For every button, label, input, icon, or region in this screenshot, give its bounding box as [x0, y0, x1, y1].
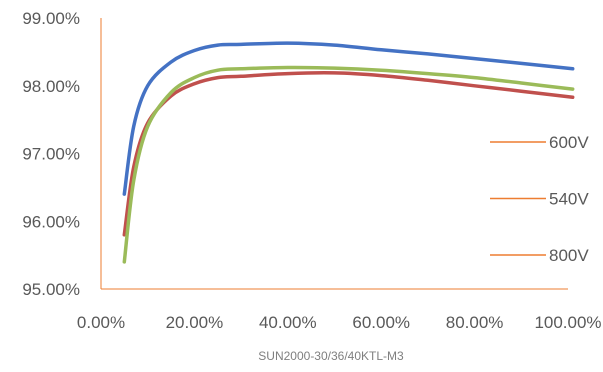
- x-tick-label: 100.00%: [534, 313, 601, 332]
- chart-caption: SUN2000-30/36/40KTL-M3: [258, 349, 404, 363]
- y-tick-label: 99.00%: [22, 9, 80, 28]
- x-tick-label: 0.00%: [77, 313, 125, 332]
- legend-label: 540V: [549, 190, 589, 209]
- x-tick-label: 40.00%: [259, 313, 317, 332]
- series-line-red: [122, 71, 575, 237]
- legend-label: 600V: [549, 133, 589, 152]
- x-axis-ticks: 0.00% 20.00% 40.00% 60.00% 80.00% 100.00%: [77, 313, 602, 332]
- series-layer: [122, 41, 575, 264]
- x-tick-label: 60.00%: [352, 313, 410, 332]
- x-tick-label: 80.00%: [446, 313, 504, 332]
- y-axis-ticks: 95.00% 96.00% 97.00% 98.00% 99.00%: [22, 9, 80, 299]
- series-line-blue: [122, 41, 575, 196]
- legend-label: 800V: [549, 246, 589, 265]
- legend: 600V 540V 800V: [490, 133, 589, 265]
- y-tick-label: 98.00%: [22, 77, 80, 96]
- series-line-green: [122, 65, 575, 264]
- y-tick-label: 96.00%: [22, 212, 80, 231]
- x-tick-label: 20.00%: [166, 313, 224, 332]
- y-tick-label: 95.00%: [22, 280, 80, 299]
- y-tick-label: 97.00%: [22, 145, 80, 164]
